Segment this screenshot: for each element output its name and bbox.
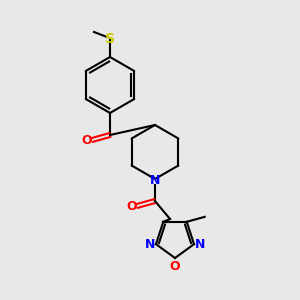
Text: O: O: [170, 260, 180, 273]
Text: O: O: [127, 200, 137, 212]
Text: O: O: [82, 134, 92, 146]
Text: N: N: [150, 173, 160, 187]
Text: N: N: [145, 238, 155, 251]
Text: N: N: [195, 238, 206, 251]
Text: S: S: [105, 32, 115, 46]
